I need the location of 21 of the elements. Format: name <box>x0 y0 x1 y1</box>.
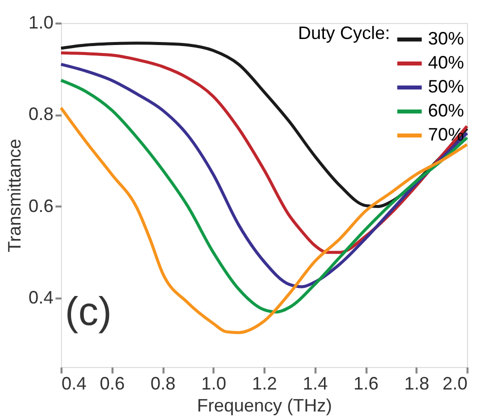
x-axis-title: Frequency (THz) <box>196 396 332 416</box>
y-tick-label: 0.8 <box>28 104 54 124</box>
x-tick-label: 0.4 <box>62 374 87 394</box>
x-tick-label: 1.4 <box>302 374 328 394</box>
y-tick-label: 1.0 <box>28 12 54 32</box>
legend-title: Duty Cycle: <box>298 23 390 43</box>
y-axis-title: Transmittance <box>4 138 24 252</box>
x-tick-label: 1.6 <box>353 374 379 394</box>
legend-label: 40% <box>428 52 464 72</box>
x-tick-label: 0.6 <box>100 374 125 394</box>
annotation: (c) <box>65 290 112 334</box>
legend-label: 60% <box>428 100 464 120</box>
x-tick-label: 2.0 <box>442 374 468 394</box>
y-tick-label: 0.6 <box>28 196 54 216</box>
legend-label: 30% <box>428 28 464 48</box>
y-tick-label: 0.4 <box>28 288 54 308</box>
x-tick-label: 1.0 <box>201 374 226 394</box>
x-tick-label: 1.2 <box>252 374 278 394</box>
legend-label: 50% <box>428 76 464 96</box>
x-tick-label: 1.8 <box>404 374 430 394</box>
x-tick-label: 0.8 <box>150 374 176 394</box>
